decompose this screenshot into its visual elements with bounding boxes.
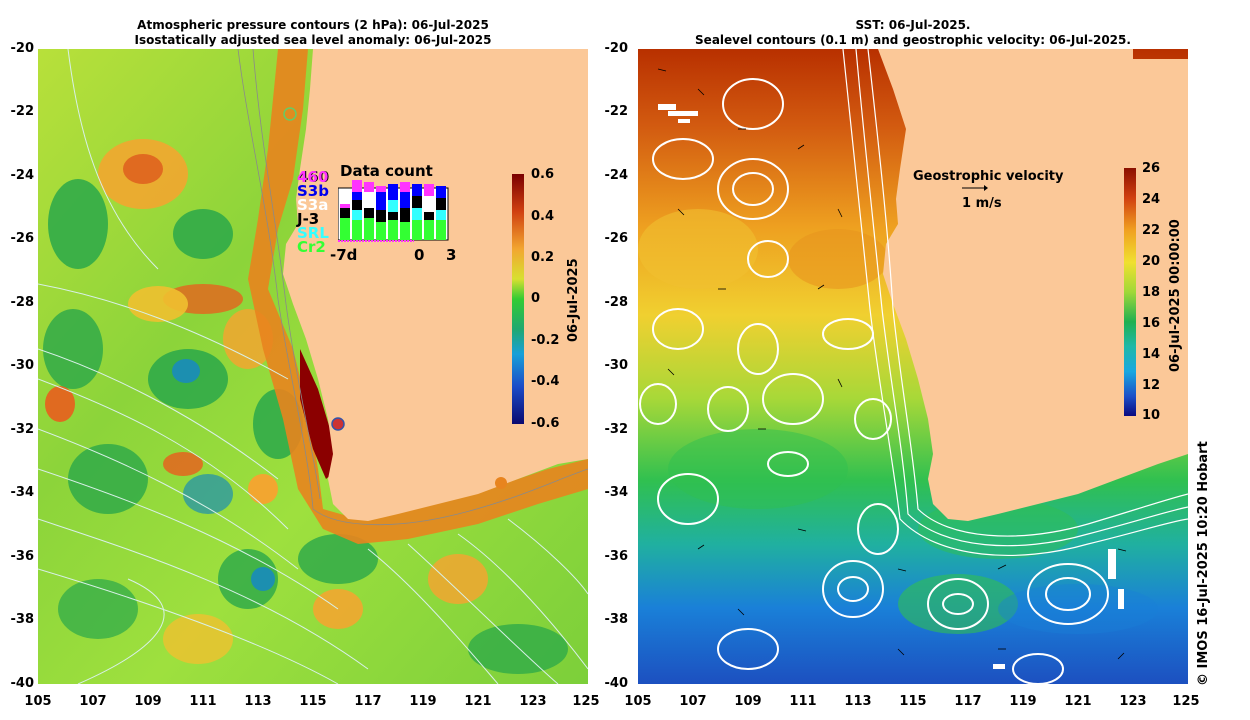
station-marker-albany bbox=[495, 477, 507, 489]
left-ytick: -34 bbox=[10, 485, 35, 500]
right-map bbox=[638, 49, 1188, 684]
left-xtick: 113 bbox=[244, 694, 272, 709]
left-cbtick: 0.6 bbox=[531, 167, 555, 182]
geostrophic-velocity-arrows bbox=[657, 68, 1127, 660]
right-land-australia bbox=[878, 49, 1188, 521]
data-count-axis-end: 3 bbox=[446, 246, 457, 264]
right-xtick: 123 bbox=[1119, 694, 1147, 709]
right-ytick: -40 bbox=[604, 676, 629, 691]
right-colorbar-label: 06-Jul-2025 00:00:00 bbox=[1168, 219, 1183, 372]
left-cbtick: 0 bbox=[531, 291, 541, 306]
right-xtick: 115 bbox=[899, 694, 927, 709]
right-ytick: -34 bbox=[604, 485, 629, 500]
right-cbtick: 14 bbox=[1142, 347, 1161, 362]
left-ytick: -28 bbox=[10, 295, 35, 310]
right-xtick: 107 bbox=[679, 694, 707, 709]
left-ytick: -36 bbox=[10, 549, 35, 564]
right-cbtick: 24 bbox=[1142, 192, 1161, 207]
left-cbtick: -0.6 bbox=[531, 416, 560, 431]
left-xtick: 125 bbox=[572, 694, 600, 709]
left-colorbar-label: 06-Jul-2025 bbox=[566, 258, 581, 342]
right-cbtick: 10 bbox=[1142, 408, 1161, 423]
left-xtick: 105 bbox=[24, 694, 52, 709]
sla-coastal-band bbox=[248, 49, 588, 544]
right-ytick: -24 bbox=[604, 168, 629, 183]
pressure-contours bbox=[38, 49, 588, 684]
mission-460: 460 bbox=[297, 168, 329, 186]
right-ytick: -22 bbox=[604, 104, 629, 119]
right-ytick: -26 bbox=[604, 231, 629, 246]
mission-cr2: Cr2 bbox=[297, 238, 326, 256]
imos-credit: © IMOS 16-Jul-2025 10:20 Hobart bbox=[1196, 441, 1211, 686]
left-ytick: -40 bbox=[10, 676, 35, 691]
left-title-line1: Atmospheric pressure contours (2 hPa): 0… bbox=[137, 18, 489, 32]
left-ytick: -24 bbox=[10, 168, 35, 183]
right-cbtick: 22 bbox=[1142, 223, 1161, 238]
right-xtick: 113 bbox=[844, 694, 872, 709]
right-ytick: -30 bbox=[604, 358, 629, 373]
sla-coastal-peak bbox=[300, 349, 338, 479]
right-xtick: 119 bbox=[1009, 694, 1037, 709]
mission-j3: J-3 bbox=[297, 210, 320, 228]
mission-srl: SRL bbox=[297, 224, 329, 242]
left-ytick: -30 bbox=[10, 358, 35, 373]
left-ytick: -32 bbox=[10, 422, 35, 437]
left-land-australia bbox=[283, 49, 588, 521]
left-cbtick: -0.4 bbox=[531, 374, 560, 389]
data-count-axis-zero: 0 bbox=[414, 246, 425, 264]
right-xtick: 125 bbox=[1172, 694, 1200, 709]
left-xtick: 111 bbox=[189, 694, 217, 709]
right-xtick: 117 bbox=[954, 694, 982, 709]
right-xtick: 121 bbox=[1064, 694, 1092, 709]
data-count-axis-start: -7d bbox=[330, 246, 358, 264]
left-xtick: 115 bbox=[299, 694, 327, 709]
right-xtick: 111 bbox=[789, 694, 817, 709]
right-title-line1: SST: 06-Jul-2025. bbox=[855, 18, 971, 32]
right-cbtick: 16 bbox=[1142, 316, 1161, 331]
right-colorbar bbox=[1124, 168, 1136, 416]
velocity-legend-scale: 1 m/s bbox=[962, 196, 1002, 211]
boundary-current-contours bbox=[842, 49, 1188, 556]
right-cbtick: 26 bbox=[1142, 161, 1161, 176]
station-marker-perth bbox=[331, 417, 345, 431]
right-cbtick: 12 bbox=[1142, 378, 1161, 393]
left-xtick: 121 bbox=[464, 694, 492, 709]
right-ytick: -28 bbox=[604, 295, 629, 310]
right-xtick: 109 bbox=[734, 694, 762, 709]
left-xtick: 123 bbox=[519, 694, 547, 709]
left-xtick: 117 bbox=[354, 694, 382, 709]
right-xtick: 105 bbox=[624, 694, 652, 709]
left-colorbar bbox=[512, 174, 524, 424]
right-cbtick: 18 bbox=[1142, 285, 1161, 300]
left-cbtick: -0.2 bbox=[531, 333, 560, 348]
left-map bbox=[38, 49, 588, 684]
left-cbtick: 0.4 bbox=[531, 209, 555, 224]
station-marker-north bbox=[283, 107, 297, 121]
left-title-line2: Isostatically adjusted sea level anomaly… bbox=[134, 33, 492, 47]
velocity-legend-title: Geostrophic velocity bbox=[913, 169, 1064, 184]
left-xtick: 109 bbox=[134, 694, 162, 709]
left-ytick: -26 bbox=[10, 231, 35, 246]
cloud-mask bbox=[658, 104, 1124, 669]
left-ytick: -22 bbox=[10, 104, 35, 119]
right-ytick: -32 bbox=[604, 422, 629, 437]
right-ytick: -20 bbox=[604, 41, 629, 56]
mission-s3a: S3a bbox=[297, 196, 329, 214]
bathymetry-contours bbox=[237, 49, 588, 526]
left-cbtick: 0.2 bbox=[531, 250, 555, 265]
left-ytick: -20 bbox=[10, 41, 35, 56]
left-ytick: -38 bbox=[10, 612, 35, 627]
left-xtick: 119 bbox=[409, 694, 437, 709]
mission-s3b: S3b bbox=[297, 182, 329, 200]
velocity-legend-arrow bbox=[962, 185, 988, 191]
data-count-title: Data count bbox=[340, 162, 433, 180]
right-ytick: -36 bbox=[604, 549, 629, 564]
sealevel-contours bbox=[639, 78, 1109, 684]
right-cbtick: 20 bbox=[1142, 254, 1161, 269]
right-title-line2: Sealevel contours (0.1 m) and geostrophi… bbox=[695, 33, 1131, 47]
data-count-bars bbox=[338, 180, 449, 242]
left-xtick: 107 bbox=[79, 694, 107, 709]
right-ytick: -38 bbox=[604, 612, 629, 627]
